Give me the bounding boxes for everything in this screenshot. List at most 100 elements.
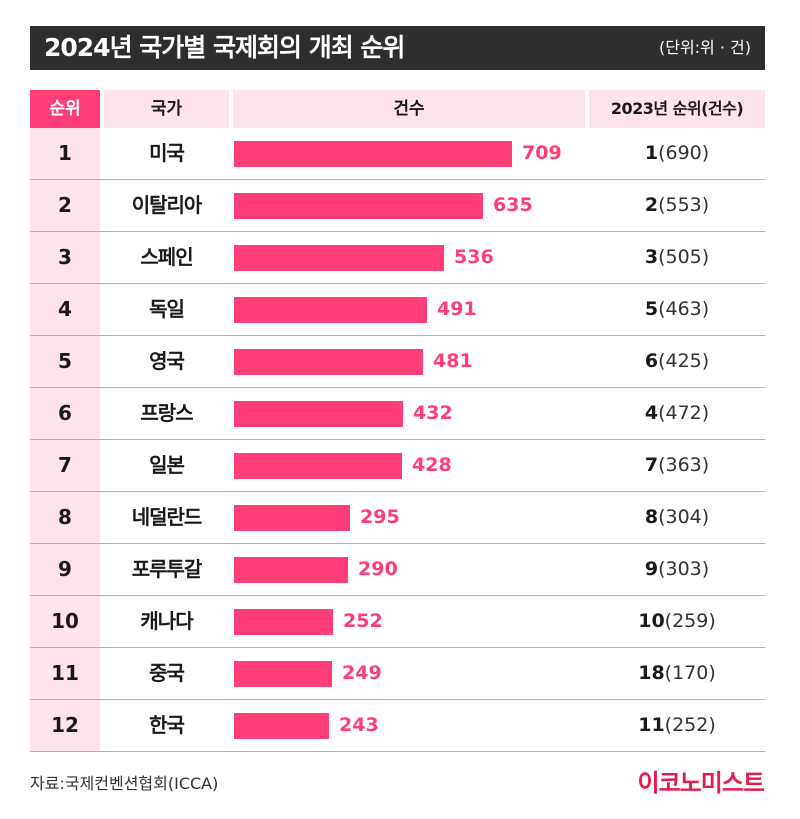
bar-value-label: 243 xyxy=(339,714,379,736)
bar-value-label: 290 xyxy=(358,558,398,580)
bar xyxy=(234,505,350,531)
unit-label: (단위:위 · 건) xyxy=(658,38,751,57)
prev-rank-number: 10 xyxy=(638,610,665,632)
prev-rank-number: 3 xyxy=(644,246,659,268)
rank-cell-bg xyxy=(30,440,100,491)
prev-count: (690) xyxy=(658,142,710,164)
chart-title: 2024년 국가별 국제회의 개최 순위 xyxy=(44,33,405,62)
table-header: 순위 국가 건수 2023년 순위(건수) xyxy=(30,90,765,128)
prev-year-rank: 2(553) xyxy=(589,180,765,231)
prev-count: (303) xyxy=(658,558,710,580)
country-name: 한국 xyxy=(149,713,185,737)
rank-number: 5 xyxy=(58,349,72,373)
table-row: 5 영국 481 6(425) xyxy=(30,336,765,388)
bar-value-label: 252 xyxy=(343,610,383,632)
table-row: 4 독일 491 5(463) xyxy=(30,284,765,336)
bar-value-label: 428 xyxy=(412,454,452,476)
prev-rank-number: 9 xyxy=(644,558,659,580)
bar xyxy=(234,557,348,583)
prev-rank-number: 18 xyxy=(638,662,665,684)
prev-year-rank: 8(304) xyxy=(589,492,765,543)
prev-year-rank: 4(472) xyxy=(589,388,765,439)
rank-number: 6 xyxy=(58,401,72,425)
header-country: 국가 xyxy=(104,90,229,128)
bar xyxy=(234,453,402,479)
prev-rank-number: 5 xyxy=(644,298,659,320)
rank-cell-bg xyxy=(30,388,100,439)
bar-value-label: 432 xyxy=(413,402,453,424)
prev-count: (472) xyxy=(658,402,710,424)
country-name: 중국 xyxy=(149,661,185,685)
country-name: 일본 xyxy=(149,453,185,477)
country-name: 영국 xyxy=(149,349,185,373)
rank-number: 2 xyxy=(58,193,72,217)
prev-year-rank: 9(303) xyxy=(589,544,765,595)
header-prev-rank: 2023년 순위(건수) xyxy=(589,90,765,128)
rank-cell-bg xyxy=(30,596,100,647)
prev-year-rank: 3(505) xyxy=(589,232,765,283)
country-name: 미국 xyxy=(149,141,185,165)
prev-count: (505) xyxy=(658,246,710,268)
prev-rank-number: 2 xyxy=(644,194,659,216)
bar-value-label: 491 xyxy=(437,298,477,320)
country-name: 프랑스 xyxy=(140,401,193,425)
table-row: 2 이탈리아 635 2(553) xyxy=(30,180,765,232)
rank-cell-bg xyxy=(30,336,100,387)
rank-cell-bg xyxy=(30,648,100,699)
bar xyxy=(234,141,512,167)
prev-count: (553) xyxy=(658,194,710,216)
table-row: 3 스페인 536 3(505) xyxy=(30,232,765,284)
rank-cell-bg xyxy=(30,544,100,595)
rank-number: 11 xyxy=(51,661,79,685)
rank-cell-bg xyxy=(30,128,100,179)
prev-rank-number: 8 xyxy=(644,506,659,528)
title-bar: 2024년 국가별 국제회의 개최 순위 (단위:위 · 건) xyxy=(30,26,765,70)
prev-count: (363) xyxy=(658,454,710,476)
table-row: 12 한국 243 11(252) xyxy=(30,700,765,752)
table-row: 7 일본 428 7(363) xyxy=(30,440,765,492)
prev-count: (304) xyxy=(658,506,710,528)
prev-year-rank: 11(252) xyxy=(589,700,765,751)
header-rank: 순위 xyxy=(30,90,100,128)
bar-value-label: 481 xyxy=(433,350,473,372)
rank-cell-bg xyxy=(30,232,100,283)
bar xyxy=(234,297,427,323)
rank-number: 1 xyxy=(58,141,72,165)
prev-year-rank: 5(463) xyxy=(589,284,765,335)
prev-year-rank: 18(170) xyxy=(589,648,765,699)
bar-value-label: 709 xyxy=(522,142,562,164)
bar xyxy=(234,609,333,635)
prev-count: (463) xyxy=(658,298,710,320)
bar xyxy=(234,245,444,271)
prev-count: (170) xyxy=(664,662,716,684)
rank-number: 3 xyxy=(58,245,72,269)
table-row: 1 미국 709 1(690) xyxy=(30,128,765,180)
rank-number: 8 xyxy=(58,505,72,529)
prev-count: (425) xyxy=(658,350,710,372)
prev-rank-number: 1 xyxy=(644,142,659,164)
table-row: 10 캐나다 252 10(259) xyxy=(30,596,765,648)
rank-cell-bg xyxy=(30,180,100,231)
rank-number: 4 xyxy=(58,297,72,321)
rank-cell-bg xyxy=(30,492,100,543)
bar-value-label: 249 xyxy=(342,662,382,684)
table-row: 11 중국 249 18(170) xyxy=(30,648,765,700)
bar xyxy=(234,713,329,739)
table-row: 6 프랑스 432 4(472) xyxy=(30,388,765,440)
prev-rank-number: 6 xyxy=(644,350,659,372)
country-name: 캐나다 xyxy=(140,609,193,633)
table-row: 8 네덜란드 295 8(304) xyxy=(30,492,765,544)
country-name: 네덜란드 xyxy=(131,505,203,529)
bar-value-label: 295 xyxy=(360,506,400,528)
prev-rank-number: 11 xyxy=(638,714,665,736)
rank-number: 12 xyxy=(51,713,79,737)
country-name: 이탈리아 xyxy=(131,193,203,217)
header-count: 건수 xyxy=(233,90,585,128)
rank-cell-bg xyxy=(30,284,100,335)
prev-rank-number: 4 xyxy=(644,402,659,424)
bar xyxy=(234,349,423,375)
rank-cell-bg xyxy=(30,700,100,751)
prev-rank-number: 7 xyxy=(644,454,659,476)
bar-value-label: 635 xyxy=(493,194,533,216)
rank-number: 9 xyxy=(58,557,72,581)
